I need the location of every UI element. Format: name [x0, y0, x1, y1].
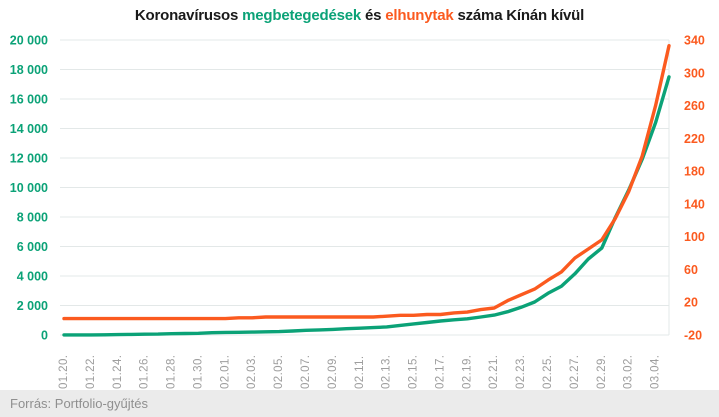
x-axis-tick-label: 02.21.: [488, 355, 500, 389]
y-axis-right-tick-label: 300: [684, 66, 705, 80]
x-axis-tick-label: 01.24.: [112, 355, 124, 389]
y-axis-left-tick-label: 10 000: [10, 181, 48, 195]
y-axis-left-tick-label: 6 000: [17, 240, 48, 254]
chart-title: Koronavírusos megbetegedések és elhunyta…: [0, 7, 719, 24]
x-axis-tick-label: 02.23.: [515, 355, 527, 389]
x-axis-tick-label: 02.11.: [354, 355, 366, 389]
y-axis-right-tick-label: 20: [684, 296, 698, 310]
cases-line: [62, 75, 671, 337]
source-footer: Forrás: Portfolio-gyűjtés: [0, 390, 719, 417]
x-axis-tick-label: 02.07.: [300, 355, 312, 389]
y-axis-left-tick-label: 4 000: [17, 270, 48, 284]
y-axis-right-tick-label: 180: [684, 165, 705, 179]
line-chart: 20 000 18 000 16 000 14 000 12 000 10 000 8 00…: [10, 34, 705, 390]
x-axis-tick-label: 01.20.: [58, 355, 70, 389]
x-axis-tick-label: 01.26.: [139, 355, 151, 389]
y-axis-left-tick-label: 20 000: [10, 34, 48, 48]
x-axis-tick-label: 02.09.: [327, 355, 339, 389]
y-axis-left-tick-label: 16 000: [10, 93, 48, 107]
x-axis-tick-label: 02.15.: [408, 355, 420, 389]
x-axis-tick-label: 02.13.: [381, 355, 393, 389]
x-axis-tick-label: 02.25.: [542, 355, 554, 389]
y-axis-right-tick-label: -20: [684, 329, 702, 343]
chart-title-cases-legend: megbetegedések: [242, 7, 362, 24]
y-axis-left-tick-label: 12 000: [10, 152, 48, 166]
x-axis-tick-label: 03.04.: [650, 355, 662, 389]
x-axis-tick-label: 03.02.: [623, 355, 635, 389]
x-axis-tick-label: 02.29.: [596, 355, 608, 389]
y-axis-right-tick-label: 220: [684, 132, 705, 146]
chart-title-text-2: és: [361, 7, 386, 24]
x-axis-tick-label: 01.30.: [192, 355, 204, 389]
source-label: Forrás: Portfolio-gyűjtés: [10, 396, 148, 411]
y-axis-left-tick-label: 2 000: [17, 299, 48, 313]
y-axis-left-tick-label: 14 000: [10, 122, 48, 136]
x-axis-tick-label: 02.05.: [273, 355, 285, 389]
x-axis-tick-label: 02.17.: [434, 355, 446, 389]
chart-title-deaths-legend: elhunytak: [385, 7, 454, 24]
y-axis-right-tick-label: 260: [684, 99, 705, 113]
x-axis-tick-label: 01.22.: [85, 355, 97, 389]
x-axis-tick-label: 02.03.: [246, 355, 258, 389]
y-axis-left-tick-label: 18 000: [10, 63, 48, 77]
y-axis-right-tick-label: 340: [684, 34, 705, 48]
x-axis-tick-label: 02.01.: [219, 355, 231, 389]
x-axis-tick-label: 01.28.: [166, 355, 178, 389]
y-axis-left-tick-label: 0: [41, 329, 48, 343]
y-axis-right-tick-label: 60: [684, 263, 698, 277]
y-axis-right-tick-label: 140: [684, 197, 705, 211]
chart-title-text-1: Koronavírusos: [134, 7, 243, 24]
chart-title-text-3: száma Kínán kívül: [453, 7, 585, 24]
y-axis-right-tick-label: 100: [684, 230, 705, 244]
x-axis-tick-label: 02.27.: [569, 355, 581, 389]
y-axis-left-tick-label: 8 000: [17, 211, 48, 225]
deaths-line: [62, 44, 671, 321]
x-axis-tick-label: 02.19.: [461, 355, 473, 389]
